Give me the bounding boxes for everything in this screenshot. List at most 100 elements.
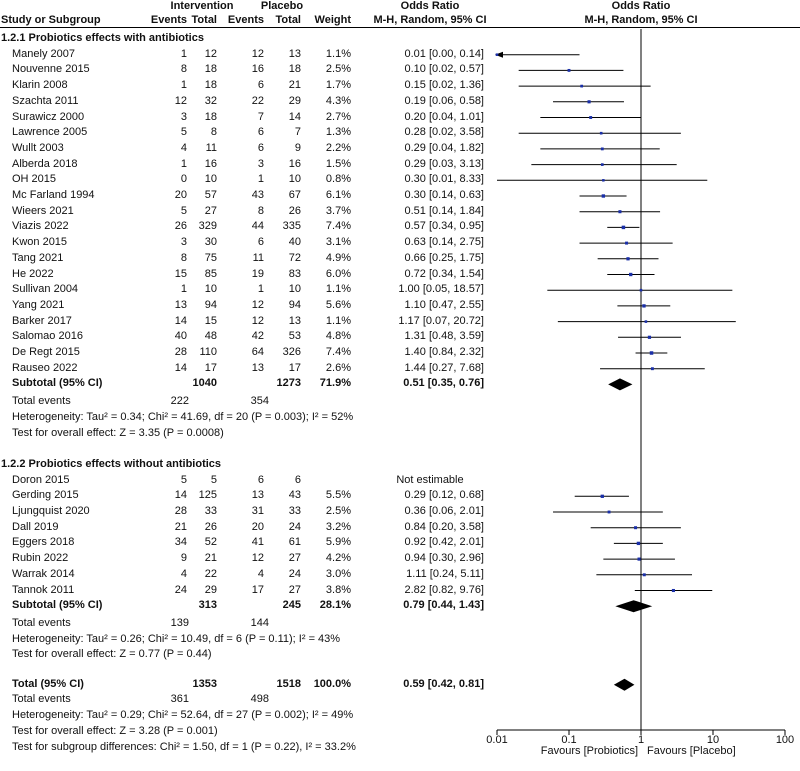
- total-label: Total (95% CI): [12, 677, 84, 690]
- weight: 3.2%: [325, 520, 351, 533]
- subtotal-diamond: [615, 600, 653, 613]
- weight: 5.5%: [325, 489, 351, 502]
- total-events-label: Total events: [12, 395, 71, 408]
- total-ci: 0.59 [0.42, 0.81]: [403, 677, 484, 690]
- odds-ratio-ci: 1.17 [0.07, 20.72]: [398, 314, 484, 327]
- events-placebo: 4: [257, 567, 264, 580]
- total-intervention: 10: [204, 283, 217, 296]
- study-name: Alberda 2018: [12, 157, 78, 170]
- odds-ratio-ci: 0.57 [0.34, 0.95]: [404, 220, 484, 233]
- point-estimate: [601, 194, 606, 198]
- odds-ratio-ci: Not estimable: [396, 473, 464, 486]
- total-intervention: 8: [210, 126, 217, 139]
- total-intervention: 29: [204, 583, 217, 596]
- point-estimate: [634, 526, 638, 530]
- total-intervention: 27: [204, 204, 217, 217]
- odds-ratio-ci: 0.84 [0.20, 3.58]: [404, 520, 484, 533]
- study-name: Surawicz 2000: [12, 110, 85, 123]
- subtotal-total-placebo: 245: [282, 599, 301, 612]
- events-placebo: 42: [251, 330, 264, 343]
- events-intervention: 8: [180, 63, 187, 76]
- odds-ratio-ci: 1.44 [0.27, 7.68]: [404, 361, 484, 374]
- total-placebo: 72: [288, 251, 301, 264]
- overall-heterogeneity-text: Heterogeneity: Tau² = 0.29; Chi² = 52.64…: [12, 709, 354, 722]
- weight: 2.7%: [325, 110, 351, 123]
- events-placebo: 43: [251, 189, 264, 201]
- events-placebo: 7: [257, 110, 264, 123]
- weight: 7.4%: [325, 220, 351, 233]
- total-placebo: 10: [288, 173, 301, 186]
- odds-ratio-ci: 0.94 [0.30, 2.96]: [404, 552, 484, 565]
- events-placebo: 6: [257, 141, 264, 154]
- events-placebo: 16: [251, 63, 264, 76]
- total-total-placebo: 1518: [276, 677, 301, 690]
- study-name: Warrak 2014: [12, 567, 75, 580]
- weight: 1.5%: [325, 157, 351, 170]
- study-name: He 2022: [12, 267, 54, 280]
- weight: 5.6%: [325, 298, 351, 311]
- events-placebo: 12: [251, 552, 264, 565]
- header-events-p: Events: [227, 14, 264, 26]
- total-intervention: 21: [204, 552, 217, 565]
- odds-ratio-ci: 0.10 [0.02, 0.57]: [404, 63, 484, 76]
- header-intervention: Intervention: [170, 0, 234, 12]
- study-name: Salomao 2016: [12, 330, 83, 343]
- subtotal-weight: 71.9%: [319, 377, 351, 390]
- odds-ratio-ci: 0.01 [0.00, 0.14]: [404, 47, 484, 60]
- total-intervention: 94: [204, 298, 217, 311]
- total-events-placebo: 144: [250, 616, 269, 629]
- odds-ratio-ci: 1.31 [0.48, 3.59]: [404, 330, 484, 343]
- point-estimate: [580, 84, 584, 88]
- weight: 5.9%: [325, 536, 351, 549]
- total-events-intervention: 222: [170, 395, 189, 408]
- total-intervention: 32: [204, 94, 217, 107]
- study-name: Barker 2017: [12, 314, 72, 327]
- events-placebo: 12: [251, 314, 264, 327]
- events-intervention: 15: [174, 267, 187, 280]
- events-intervention: 26: [174, 220, 187, 233]
- weight: 1.1%: [325, 314, 351, 327]
- events-placebo: 19: [251, 267, 264, 280]
- total-placebo: 83: [288, 267, 301, 280]
- total-placebo: 24: [288, 520, 301, 533]
- total-intervention: 22: [204, 567, 217, 580]
- events-intervention: 24: [174, 583, 187, 596]
- weight: 4.9%: [325, 251, 351, 264]
- x-tick-label: 1: [637, 734, 645, 746]
- study-name: Lawrence 2005: [12, 126, 88, 139]
- subtotal-total-placebo: 1273: [276, 377, 301, 390]
- total-intervention: 18: [204, 79, 217, 92]
- study-name: Eggers 2018: [12, 536, 75, 549]
- total-intervention: 10: [204, 173, 217, 186]
- events-intervention: 5: [180, 126, 187, 139]
- study-name: Manely 2007: [12, 47, 75, 60]
- odds-ratio-ci: 1.00 [0.05, 18.57]: [398, 283, 484, 296]
- point-estimate: [600, 147, 604, 151]
- total-placebo: 326: [282, 346, 301, 358]
- odds-ratio-ci: 0.15 [0.02, 1.36]: [404, 79, 484, 92]
- events-intervention: 28: [174, 346, 187, 358]
- point-estimate: [567, 68, 571, 72]
- study-name: Rubin 2022: [12, 552, 69, 565]
- study-name: Yang 2021: [12, 298, 65, 311]
- point-estimate: [650, 367, 654, 371]
- weight: 1.1%: [325, 283, 351, 296]
- events-placebo: 13: [251, 489, 264, 502]
- total-placebo: 16: [288, 157, 301, 170]
- events-placebo: 8: [257, 204, 264, 217]
- events-intervention: 14: [174, 314, 187, 327]
- study-name: Szachta 2011: [12, 94, 79, 107]
- favours-left-label: Favours [Probiotics]: [540, 745, 638, 757]
- total-placebo: 67: [288, 189, 301, 201]
- total-placebo: 61: [288, 536, 301, 549]
- point-estimate: [625, 241, 629, 245]
- odds-ratio-ci: 0.30 [0.14, 0.63]: [404, 189, 484, 201]
- total-intervention: 75: [204, 251, 217, 264]
- events-intervention: 1: [180, 157, 187, 170]
- total-placebo: 26: [288, 204, 301, 217]
- weight: 3.8%: [325, 583, 351, 596]
- events-placebo: 1: [257, 283, 264, 296]
- point-estimate: [629, 272, 633, 277]
- total-placebo: 13: [288, 47, 301, 60]
